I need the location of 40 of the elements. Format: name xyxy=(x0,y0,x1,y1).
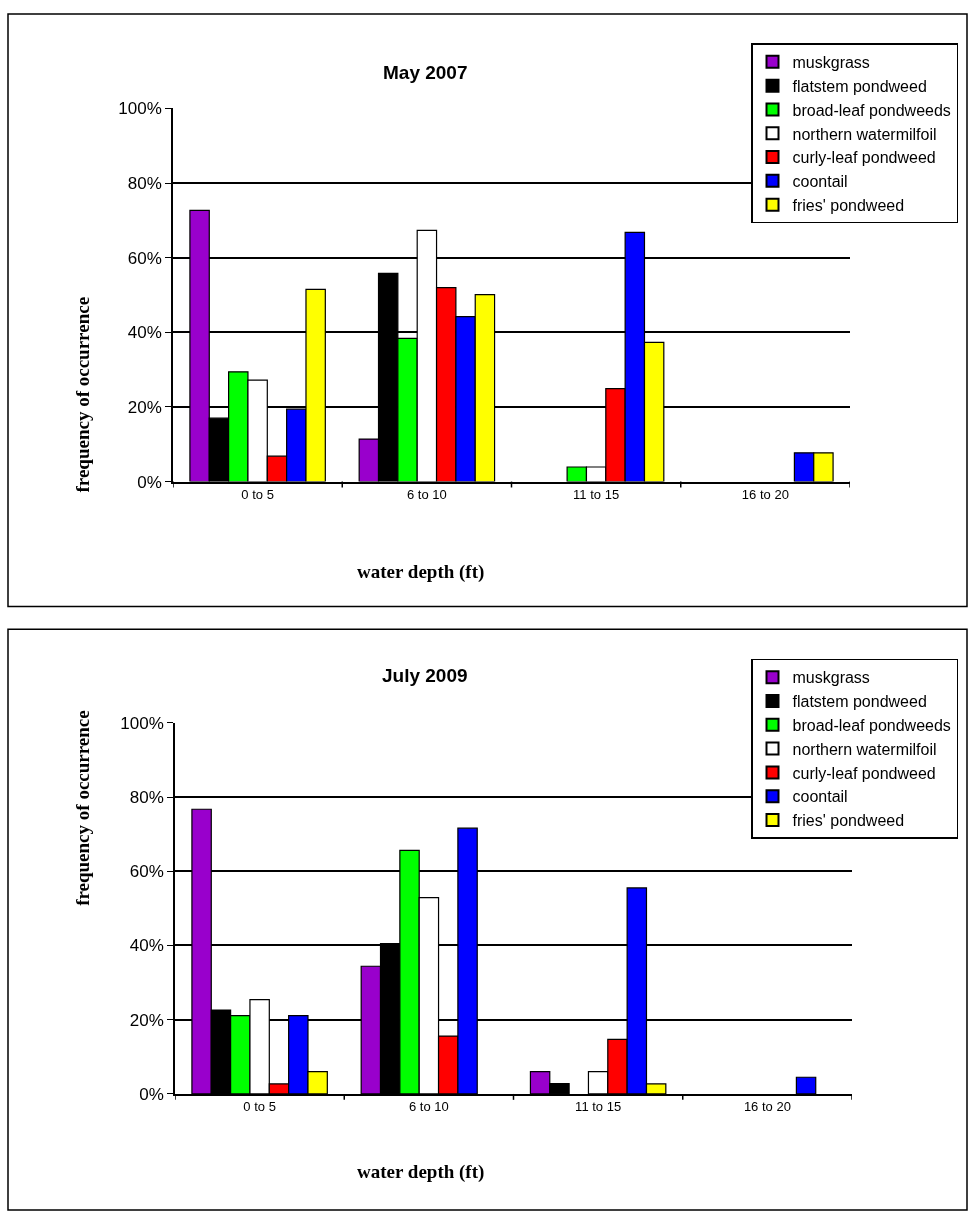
x-axis-title: water depth (ft) xyxy=(357,1161,485,1183)
chart-title: July 2009 xyxy=(382,665,468,686)
legend-label: broad-leaf pondweeds xyxy=(792,101,951,119)
x-tick-label: 6 to 10 xyxy=(409,1099,449,1115)
legend-label: northern watermilfoil xyxy=(792,125,937,143)
legend-label: muskgrass xyxy=(792,54,870,72)
y-tick-label: 80% xyxy=(129,787,164,807)
legend-label: broad-leaf pondweeds xyxy=(792,717,951,735)
legend-label: coontail xyxy=(792,173,848,191)
legend-label: curly-leaf pondweed xyxy=(792,764,936,782)
legend-label: curly-leaf pondweed xyxy=(792,149,936,167)
y-tick-label: 40% xyxy=(127,323,162,343)
y-tick-label: 20% xyxy=(127,397,162,417)
y-tick-label: 0% xyxy=(137,472,162,492)
legend-label: flatstem pondweed xyxy=(792,693,927,711)
chart-title: May 2007 xyxy=(383,62,468,83)
legend-label: flatstem pondweed xyxy=(792,77,927,95)
y-tick-label: 100% xyxy=(118,99,162,119)
legend-label: fries' pondweed xyxy=(792,812,905,830)
y-tick-label: 20% xyxy=(129,1010,164,1030)
legend-label: northern watermilfoil xyxy=(792,740,937,758)
x-tick-label: 16 to 20 xyxy=(741,486,789,502)
y-tick-label: 60% xyxy=(129,862,164,882)
x-tick-label: 11 to 15 xyxy=(575,1099,622,1115)
x-tick-label: 16 to 20 xyxy=(743,1099,791,1115)
y-axis-title: frequency of occurrence xyxy=(72,296,94,493)
legend-label: coontail xyxy=(792,788,848,806)
y-tick-label: 40% xyxy=(129,936,164,956)
y-tick-label: 80% xyxy=(127,174,162,194)
y-tick-label: 100% xyxy=(120,713,164,733)
x-tick-label: 0 to 5 xyxy=(241,486,274,502)
y-tick-label: 0% xyxy=(139,1084,164,1104)
x-tick-label: 11 to 15 xyxy=(573,486,620,502)
y-axis-title: frequency of occurrence xyxy=(72,710,94,906)
x-tick-label: 0 to 5 xyxy=(243,1099,276,1115)
x-axis-title: water depth (ft) xyxy=(357,561,485,583)
x-tick-label: 6 to 10 xyxy=(406,486,447,502)
legend-label: muskgrass xyxy=(792,669,870,687)
legend-label: fries' pondweed xyxy=(792,196,905,214)
y-tick-label: 60% xyxy=(127,248,162,268)
